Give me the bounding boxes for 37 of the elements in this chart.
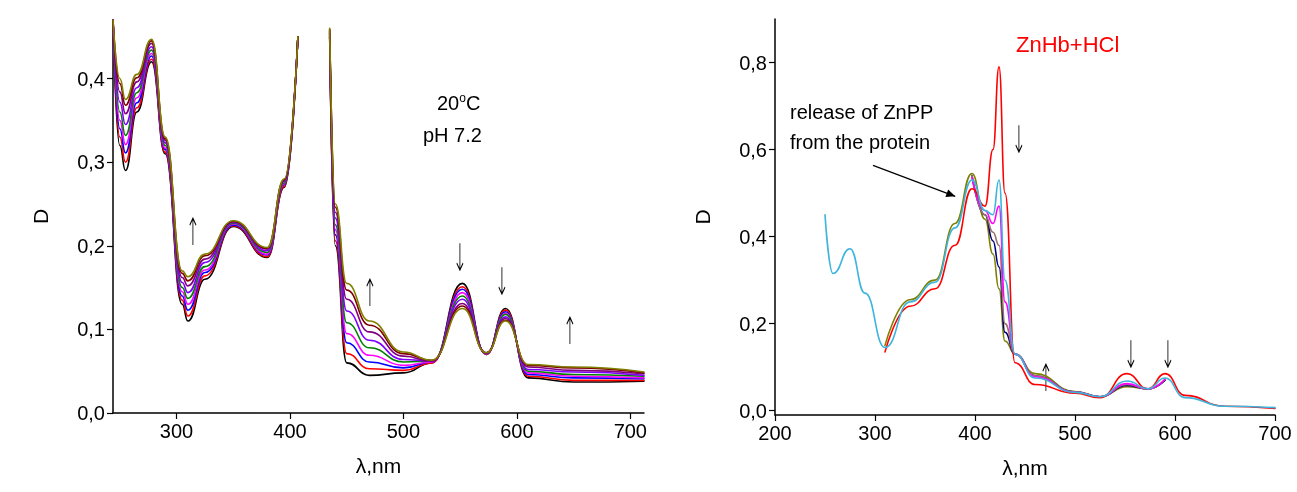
x-tick-label: 200 — [758, 422, 792, 444]
y-tick-label: 0,6 — [739, 138, 767, 161]
annotation: ↓ — [452, 236, 468, 280]
annotation: release of ZnPP from the protein — [790, 101, 934, 154]
annotation: ↓ — [1011, 118, 1027, 162]
annotation: ↓ — [1160, 333, 1176, 377]
y-axis-title: D — [29, 208, 52, 225]
x-tick-label: 700 — [613, 420, 647, 442]
x-tick-label: 600 — [500, 420, 534, 442]
y-tick-label: 0,2 — [77, 234, 105, 257]
x-axis-title: λ,nm — [355, 454, 402, 477]
annotation: ↑ — [362, 271, 378, 315]
y-tick-label: 0,2 — [739, 312, 767, 335]
y-tick-label: 0,3 — [77, 151, 105, 174]
x-tick-label: 400 — [958, 422, 992, 444]
y-tick-label: 0,8 — [739, 51, 767, 74]
annotation: ↑ — [562, 309, 578, 353]
line-series — [824, 179, 1276, 409]
x-tick-label: 700 — [1258, 422, 1292, 444]
annotation: pH 7.2 — [423, 124, 482, 146]
x-tick-label: 600 — [1158, 422, 1192, 444]
x-tick-label: 500 — [386, 420, 421, 442]
y-tick-label: 0,4 — [739, 225, 767, 248]
y-tick-label: 0,1 — [77, 318, 105, 341]
y-tick-label: 0,0 — [77, 402, 105, 424]
annotation: ↑ — [185, 210, 201, 254]
annotation: ↓ — [1123, 333, 1139, 377]
x-tick-label: 400 — [273, 420, 307, 442]
annotation: ↓ — [494, 260, 510, 304]
x-tick-label: 500 — [1058, 422, 1092, 444]
y-tick-label: 0,0 — [739, 399, 767, 422]
x-axis-title: λ,nm — [1002, 456, 1048, 479]
y-tick-label: 0,4 — [77, 67, 105, 90]
series-label: ZnHb+HCl — [1016, 31, 1120, 57]
y-axis-title: D — [691, 209, 714, 225]
x-tick-label: 300 — [159, 420, 194, 442]
x-tick-label: 300 — [858, 422, 892, 444]
